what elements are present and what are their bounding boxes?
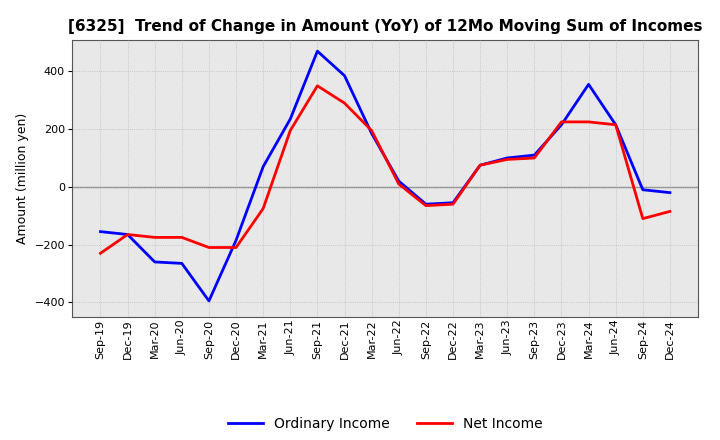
Ordinary Income [313, 48, 322, 54]
Net Income [530, 155, 539, 161]
Ordinary Income [341, 73, 349, 78]
Y-axis label: Amount (million yen): Amount (million yen) [16, 113, 29, 244]
Ordinary Income [611, 122, 620, 128]
Net Income [367, 128, 376, 133]
Net Income [150, 235, 159, 240]
Net Income [178, 235, 186, 240]
Ordinary Income [503, 155, 511, 161]
Net Income [449, 202, 457, 207]
Ordinary Income [204, 298, 213, 304]
Net Income [503, 157, 511, 162]
Ordinary Income [476, 162, 485, 168]
Ordinary Income [259, 164, 268, 169]
Net Income [123, 232, 132, 237]
Ordinary Income [639, 187, 647, 192]
Line: Net Income: Net Income [101, 86, 670, 253]
Net Income [395, 181, 403, 187]
Ordinary Income [665, 190, 674, 195]
Ordinary Income [395, 179, 403, 184]
Line: Ordinary Income: Ordinary Income [101, 51, 670, 301]
Net Income [557, 119, 566, 125]
Net Income [611, 122, 620, 128]
Ordinary Income [530, 152, 539, 158]
Net Income [421, 203, 430, 208]
Ordinary Income [449, 200, 457, 205]
Net Income [476, 162, 485, 168]
Net Income [584, 119, 593, 125]
Ordinary Income [367, 131, 376, 136]
Ordinary Income [584, 82, 593, 87]
Ordinary Income [557, 122, 566, 128]
Net Income [313, 83, 322, 88]
Title: [6325]  Trend of Change in Amount (YoY) of 12Mo Moving Sum of Incomes: [6325] Trend of Change in Amount (YoY) o… [68, 19, 703, 34]
Net Income [341, 100, 349, 106]
Ordinary Income [178, 261, 186, 266]
Net Income [286, 128, 294, 133]
Net Income [639, 216, 647, 221]
Ordinary Income [96, 229, 105, 234]
Net Income [259, 206, 268, 211]
Ordinary Income [150, 259, 159, 264]
Net Income [204, 245, 213, 250]
Ordinary Income [286, 116, 294, 121]
Ordinary Income [232, 238, 240, 243]
Ordinary Income [421, 202, 430, 207]
Legend: Ordinary Income, Net Income: Ordinary Income, Net Income [224, 412, 546, 435]
Net Income [96, 251, 105, 256]
Net Income [232, 245, 240, 250]
Ordinary Income [123, 232, 132, 237]
Net Income [665, 209, 674, 214]
